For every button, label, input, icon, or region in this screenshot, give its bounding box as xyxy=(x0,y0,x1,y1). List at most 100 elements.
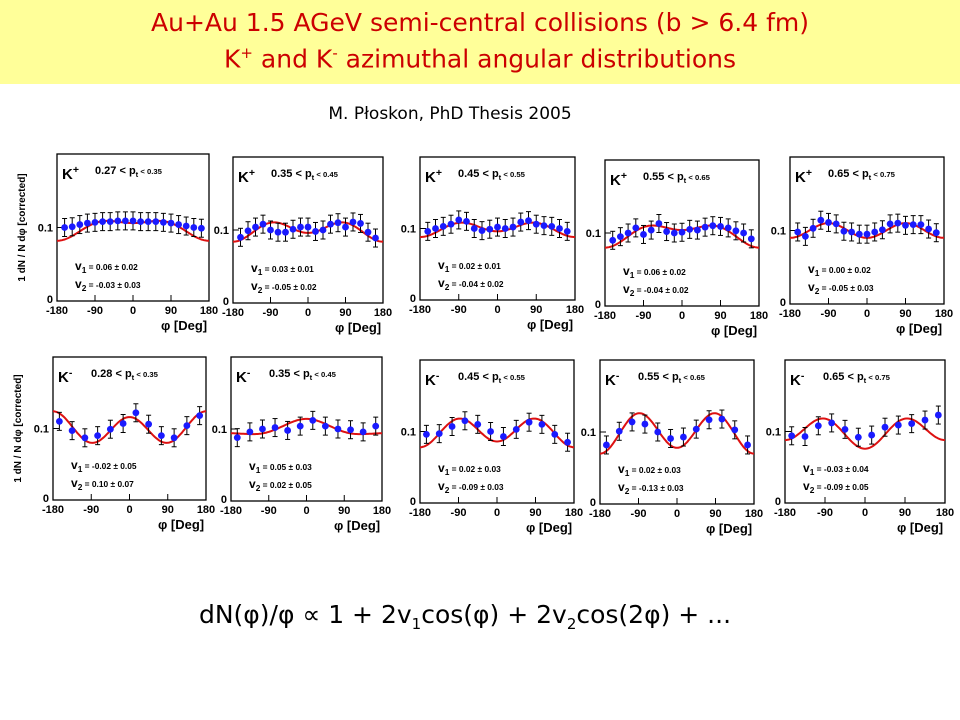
data-point xyxy=(259,220,267,228)
x-tick-label: -90 xyxy=(87,305,103,317)
v2-value-label-part: 2 xyxy=(78,482,83,492)
y-tick-label: 0.1 xyxy=(214,225,229,237)
particle-label-part: K xyxy=(236,369,247,386)
data-point xyxy=(152,218,160,226)
x-tick-label: -90 xyxy=(263,307,279,319)
data-point xyxy=(663,228,670,235)
x-axis-label-part: φ [Deg] xyxy=(526,520,572,535)
x-tick-label: 0 xyxy=(674,508,680,520)
x-tick-label: -90 xyxy=(261,505,277,517)
data-point xyxy=(694,226,701,234)
v2-value-label: v2 = -0.03 ± 0.03 xyxy=(75,277,141,293)
pt-range-label-part: t xyxy=(499,376,502,385)
v2-value-label: v2 = -0.04 ± 0.02 xyxy=(438,276,504,292)
particle-label-part: K xyxy=(58,369,69,386)
v1-value-label-part: 1 xyxy=(630,270,635,280)
page-subtitle: K+ and K- azimuthal angular distribution… xyxy=(0,44,960,73)
v2-value-label: v2 = -0.04 ± 0.02 xyxy=(623,282,689,298)
pt-range-label-part: < 0.45 xyxy=(312,370,336,379)
data-point xyxy=(932,229,940,237)
particle-label-part: K xyxy=(610,172,621,189)
data-point xyxy=(921,416,929,424)
x-tick-label: 180 xyxy=(565,507,583,519)
x-tick-label: 90 xyxy=(709,508,721,520)
y-tick-label: 0.1 xyxy=(38,223,53,235)
v1-value-label: v1 = 0.02 ± 0.03 xyxy=(438,461,501,477)
v1-value-label-part: = 0.02 ± 0.03 xyxy=(629,465,681,475)
data-point xyxy=(894,421,902,429)
particle-label-part: + xyxy=(249,167,255,179)
x-tick-label: 180 xyxy=(935,308,953,320)
v1-value-label-part: 1 xyxy=(445,264,450,274)
v1-value-label-part: 1 xyxy=(256,465,261,475)
data-point xyxy=(182,222,190,230)
x-tick-label: 0 xyxy=(494,304,500,316)
data-point xyxy=(548,222,556,230)
v1-value-label-part: = 0.03 ± 0.01 xyxy=(262,264,314,274)
data-point xyxy=(170,434,178,442)
x-tick-label: 180 xyxy=(373,505,391,517)
x-tick-label: 0 xyxy=(862,507,868,519)
v1-value-label-part: 1 xyxy=(78,464,83,474)
x-tick-label: -180 xyxy=(774,507,796,519)
v2-value-label-part: = -0.04 ± 0.02 xyxy=(449,279,504,289)
formula-sub-1: 1 xyxy=(411,615,422,633)
v2-value-label-part: = -0.09 ± 0.05 xyxy=(814,482,869,492)
data-point xyxy=(624,229,632,237)
pt-range-label-part: 0.65 < p xyxy=(823,371,864,383)
particle-label-part: K xyxy=(62,166,73,183)
particle-label-part: K xyxy=(795,169,806,186)
x-axis-label: φ [Deg] xyxy=(527,317,573,332)
x-tick-label: -180 xyxy=(589,508,611,520)
data-point xyxy=(448,423,456,430)
v1-value-label-part: v xyxy=(251,261,258,275)
data-point xyxy=(435,430,443,438)
pt-range-label-part: 0.27 < p xyxy=(95,165,136,177)
data-point xyxy=(463,217,470,225)
data-point xyxy=(680,433,687,441)
v1-value-label: v1 = -0.02 ± 0.05 xyxy=(71,458,137,474)
x-tick-label: -180 xyxy=(220,505,242,517)
y-tick-label: 0.1 xyxy=(766,427,781,439)
v1-value-label-part: v xyxy=(438,461,445,475)
data-point xyxy=(724,224,732,232)
x-tick-label: 180 xyxy=(200,305,218,317)
particle-label-part: + xyxy=(73,164,79,176)
data-point xyxy=(119,420,127,427)
pt-range-label: 0.27 < pt < 0.35 xyxy=(95,165,163,179)
pt-range-label-part: 0.45 < p xyxy=(458,168,499,180)
data-point xyxy=(144,218,152,226)
v1-value-label-part: = 0.06 ± 0.02 xyxy=(86,262,138,272)
fit-curve xyxy=(231,417,382,436)
data-point xyxy=(744,441,751,449)
data-point xyxy=(801,433,809,440)
x-axis-label: φ [Deg] xyxy=(334,518,380,533)
x-tick-label: 0 xyxy=(679,310,685,322)
data-point xyxy=(840,227,848,235)
data-point xyxy=(114,217,122,225)
v1-value-label-part: = 0.06 ± 0.02 xyxy=(634,267,686,277)
data-point xyxy=(732,227,740,235)
data-point xyxy=(609,236,617,244)
v2-value-label-part: = -0.04 ± 0.02 xyxy=(634,285,689,295)
data-point xyxy=(237,233,244,241)
data-point xyxy=(157,432,165,440)
v2-value-label-part: 2 xyxy=(256,483,261,493)
v2-value-label-part: v xyxy=(251,279,258,293)
data-point xyxy=(908,420,916,428)
data-point xyxy=(94,432,102,440)
pt-range-label-part: t xyxy=(310,373,313,382)
data-point xyxy=(641,420,649,428)
data-point xyxy=(252,223,259,231)
x-tick-label: -180 xyxy=(594,310,616,322)
x-tick-label: -180 xyxy=(409,304,431,316)
data-point xyxy=(747,235,755,243)
data-point xyxy=(478,227,486,235)
x-tick-label: 0 xyxy=(864,308,870,320)
pt-range-label-part: < 0.75 xyxy=(866,373,890,382)
data-point xyxy=(455,216,463,224)
data-point xyxy=(868,431,876,439)
data-point xyxy=(617,233,624,241)
x-axis-label-part: φ [Deg] xyxy=(711,323,757,338)
pt-range-label-part: t xyxy=(684,176,687,185)
